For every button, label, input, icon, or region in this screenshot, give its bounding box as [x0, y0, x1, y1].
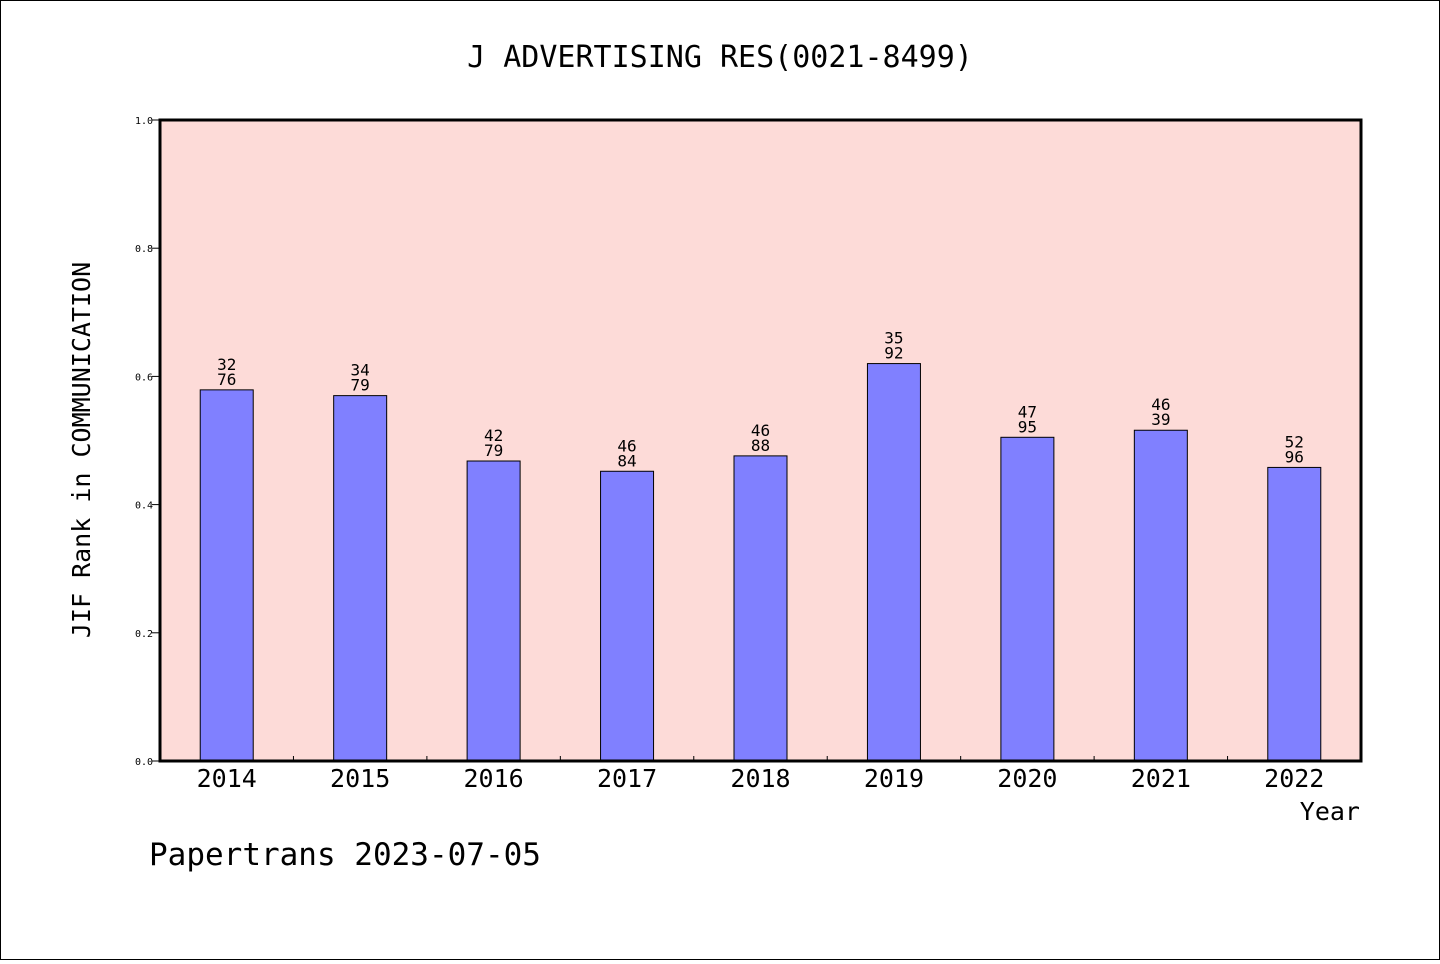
total-label: 76	[217, 370, 236, 389]
rank-label: 52	[1285, 432, 1304, 451]
y-tick-label: 0.8	[135, 244, 153, 255]
x-tick-label: 2020	[997, 764, 1057, 793]
bar-2019	[866, 363, 921, 762]
bar-2020	[1000, 436, 1055, 762]
y-tick-label: 0.6	[135, 372, 153, 383]
y-tick-label: 0.4	[135, 501, 153, 512]
rank-label: 32	[217, 355, 236, 374]
total-label: 92	[884, 344, 903, 363]
total-label: 88	[751, 436, 770, 455]
rank-label: 34	[351, 361, 370, 380]
total-label: 96	[1285, 447, 1304, 466]
bar-2017	[600, 470, 655, 762]
total-label: 79	[484, 441, 503, 460]
y-tick-label: 1.0	[135, 116, 153, 127]
y-tick-label: 0.0	[135, 757, 153, 768]
footer-credit: Papertrans 2023-07-05	[149, 837, 541, 873]
total-label: 39	[1151, 410, 1170, 429]
y-axis-label: JIF Rank in COMMUNICATION	[67, 262, 96, 638]
x-tick-label: 2019	[864, 764, 924, 793]
bar-2015	[333, 395, 388, 762]
bars	[199, 363, 1322, 762]
x-tick-label: 2015	[330, 764, 390, 793]
rank-label: 35	[884, 329, 903, 348]
rank-label: 46	[617, 436, 636, 455]
data-labels: 2014327620153479201642792017468420184688…	[197, 329, 1325, 793]
x-tick-label: 2021	[1131, 764, 1191, 793]
rank-label: 46	[1151, 395, 1170, 414]
x-tick-label: 2017	[597, 764, 657, 793]
x-tick-label: 2016	[464, 764, 524, 793]
x-tick-label: 2018	[730, 764, 790, 793]
bar-2021	[1133, 429, 1188, 762]
total-label: 79	[351, 376, 370, 395]
y-tick-label: 0.2	[135, 629, 153, 640]
chart-title: J ADVERTISING RES(0021-8499)	[467, 40, 973, 75]
bar-2022	[1267, 466, 1322, 762]
x-axis-label: Year	[1300, 797, 1360, 826]
plot-border	[158, 118, 1363, 763]
bar-2016	[466, 460, 521, 762]
rank-label: 42	[484, 426, 503, 445]
x-tick-label: 2014	[197, 764, 257, 793]
total-label: 95	[1018, 417, 1037, 436]
x-tick-label: 2022	[1264, 764, 1324, 793]
rank-label: 46	[751, 421, 770, 440]
bar-2014	[199, 389, 254, 762]
total-label: 84	[617, 451, 636, 470]
bar-2018	[733, 455, 788, 762]
rank-label: 47	[1018, 402, 1037, 421]
